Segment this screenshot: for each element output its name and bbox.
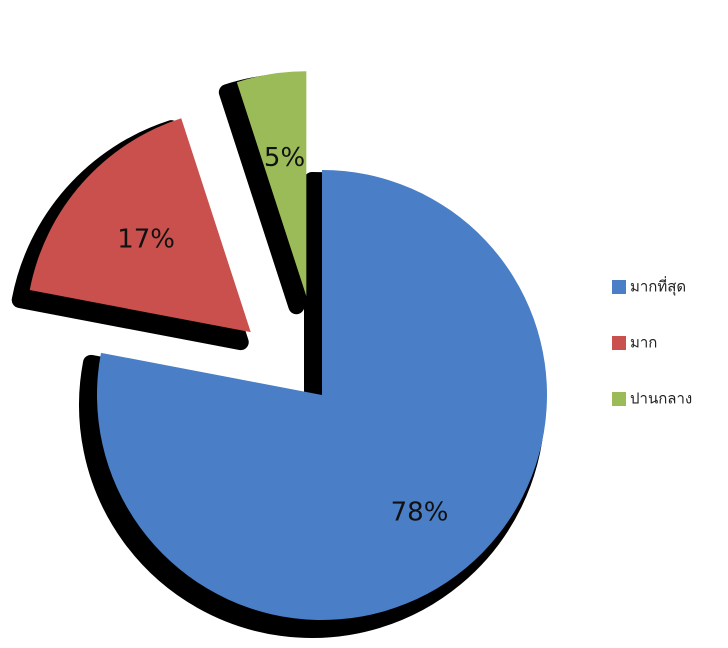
- legend-label: ปานกลาง: [630, 390, 692, 408]
- slice: [97, 170, 547, 620]
- legend-swatch: [612, 280, 626, 294]
- value-label: 17%: [117, 224, 175, 254]
- legend-swatch: [612, 336, 626, 350]
- slice: [29, 118, 251, 333]
- legend-label: มากที่สุด: [630, 276, 686, 297]
- value-label: 78%: [391, 497, 449, 527]
- legend-label: มาก: [630, 334, 657, 352]
- legend-swatch: [612, 392, 626, 406]
- slice: [236, 71, 307, 297]
- value-label: 5%: [264, 143, 305, 173]
